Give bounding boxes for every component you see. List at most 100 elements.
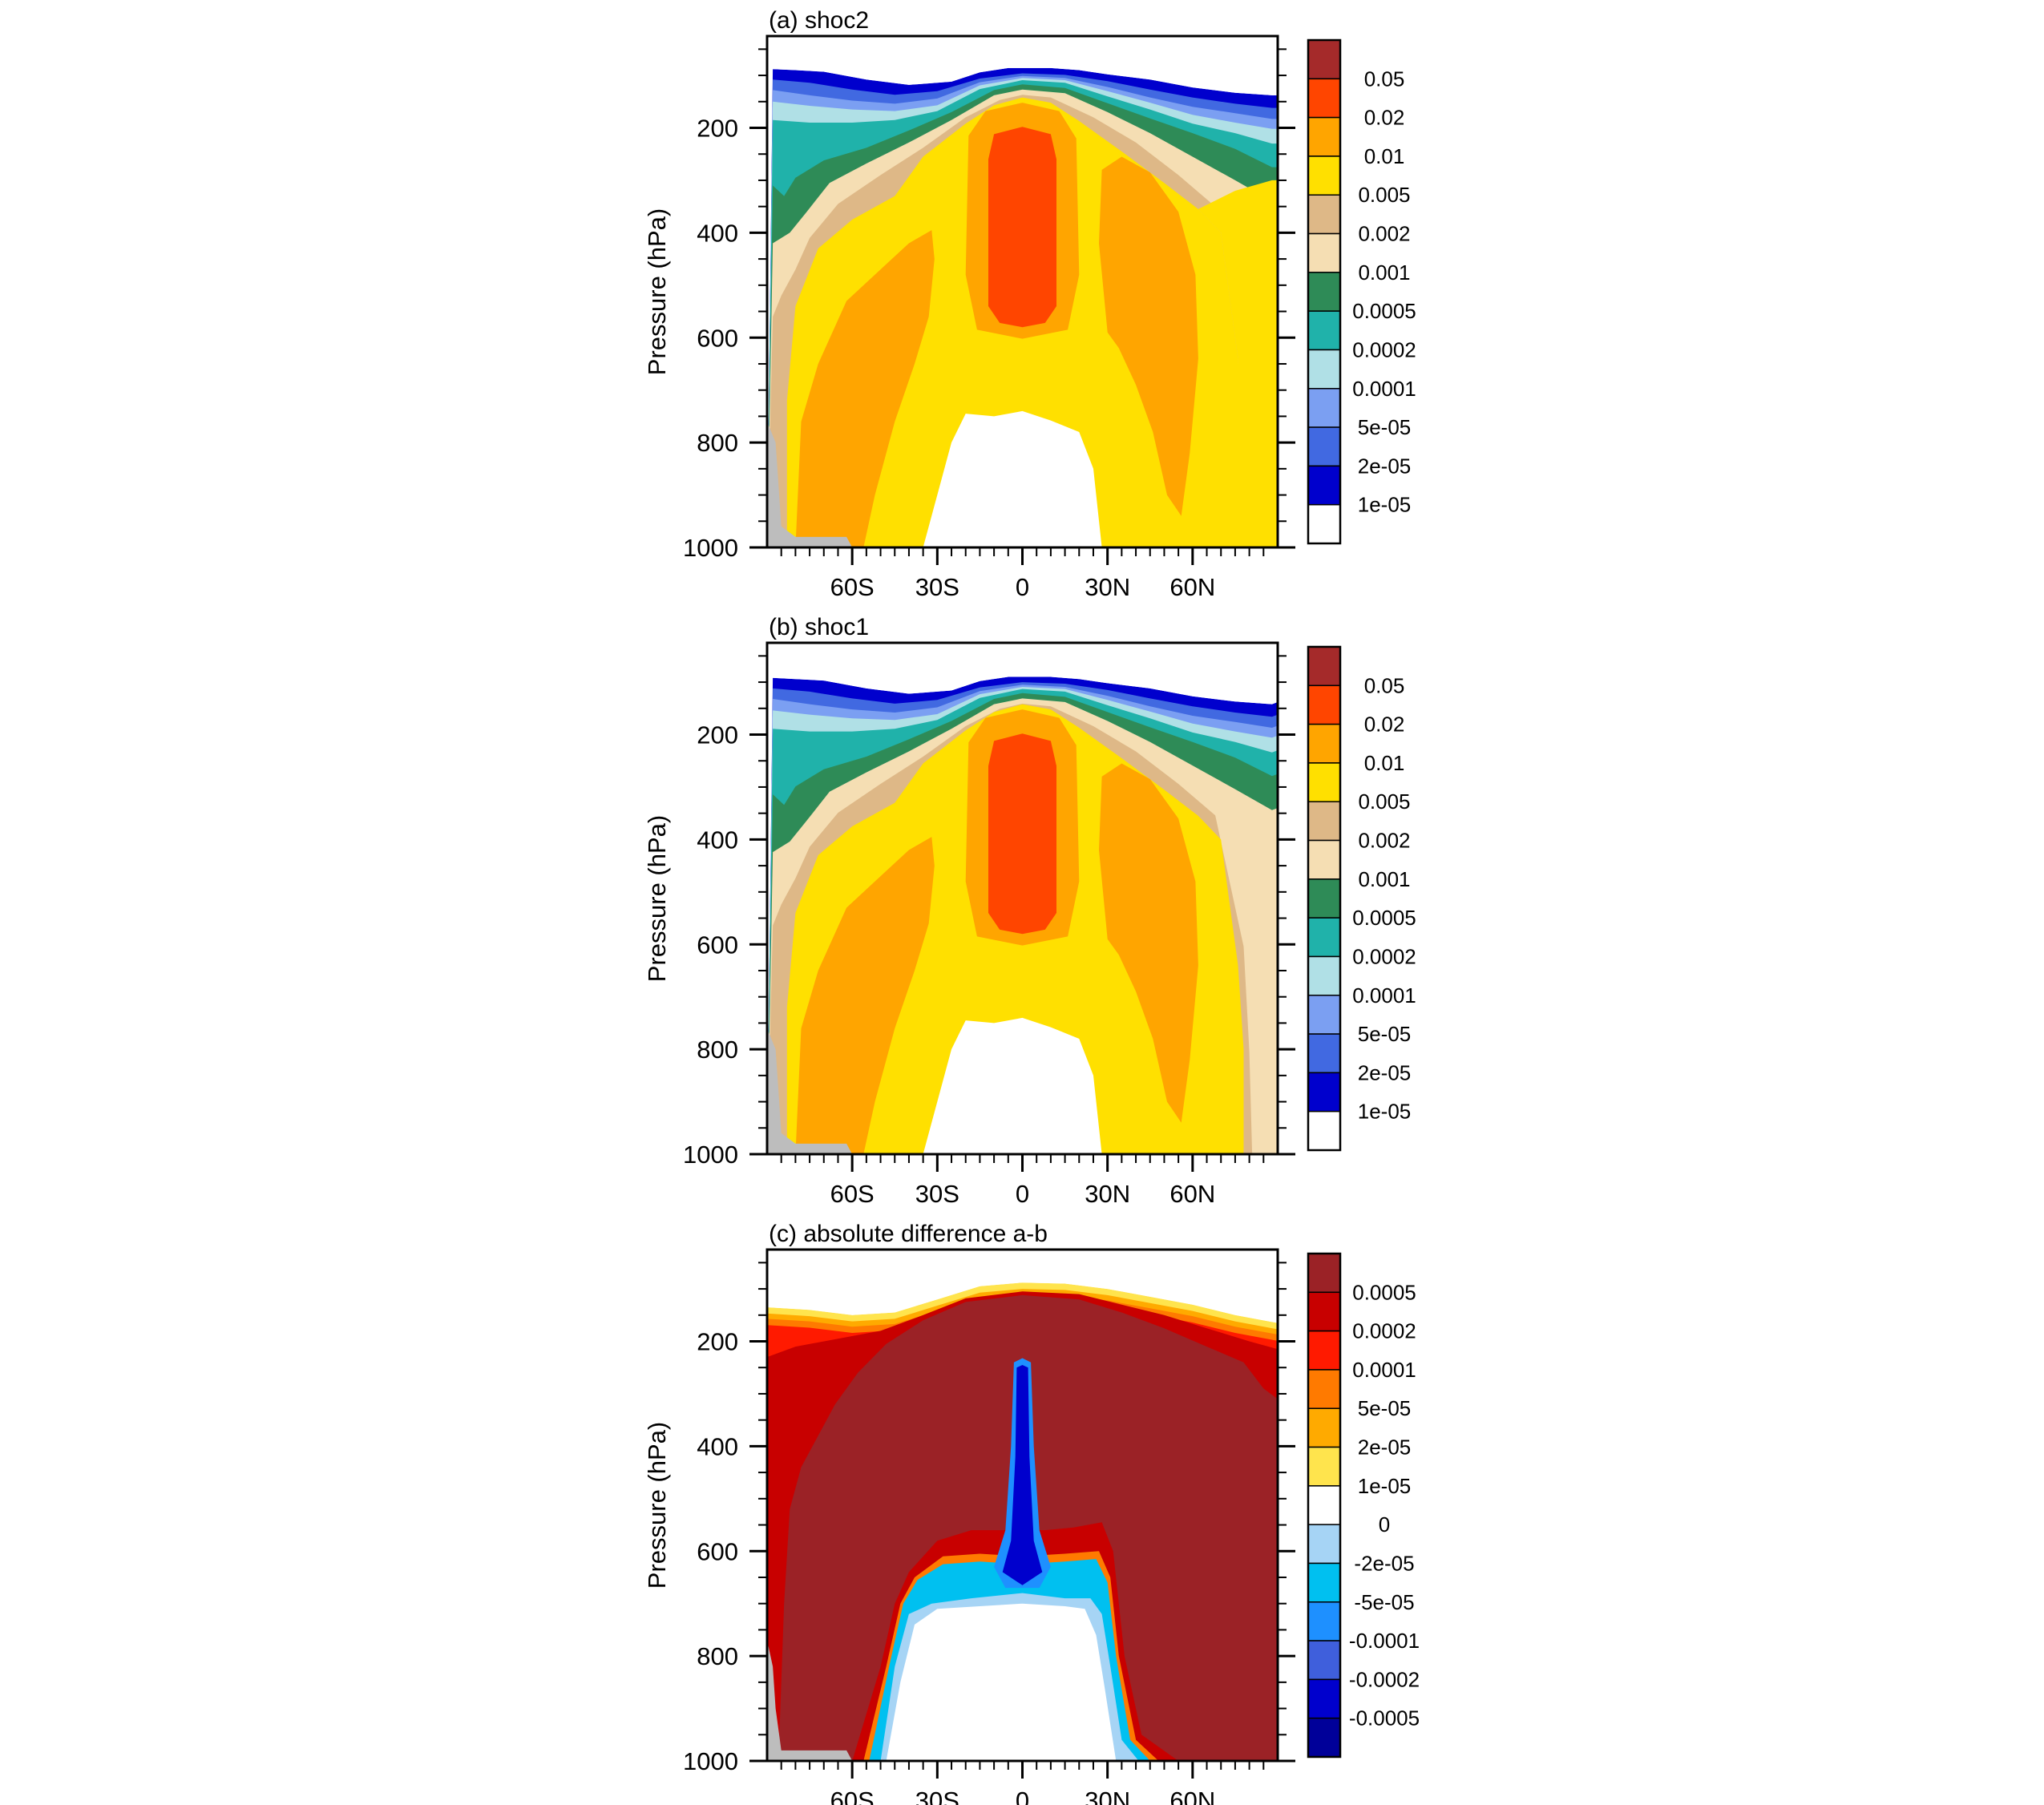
colorbar-label: 0.02 [1364, 106, 1405, 130]
colorbar-box [1307, 1110, 1341, 1151]
colorbar-box [1307, 839, 1341, 880]
colorbar-box [1307, 878, 1341, 919]
x-tick-label: 30N [1085, 1180, 1130, 1208]
field-2 [767, 1250, 1278, 1761]
colorbar-box [1307, 1330, 1341, 1371]
y-tick-label: 1000 [683, 1747, 738, 1775]
colorbar-box [1307, 465, 1341, 506]
colorbar-box [1307, 388, 1341, 428]
colorbar-box [1307, 1407, 1341, 1448]
panel-0: (a) shoc2 Pressure (hPa) 200 400 600 800 1000 6… [643, 7, 1416, 601]
colorbar-label: -0.0005 [1349, 1706, 1420, 1730]
colorbar-box [1307, 1678, 1341, 1719]
y-tick-label: 800 [697, 1642, 738, 1670]
colorbar-box [1307, 39, 1341, 80]
colorbar-label: 2e-05 [1358, 1436, 1412, 1460]
colorbar-label: -2e-05 [1354, 1551, 1414, 1575]
y-tick-label: 800 [697, 429, 738, 457]
colorbar-label: 0.0001 [1352, 377, 1416, 401]
x-tick-label: 60N [1169, 573, 1215, 601]
colorbar-label: 0.001 [1358, 867, 1410, 891]
contour-fill-0.02-core [988, 127, 1056, 328]
colorbar-box [1307, 684, 1341, 725]
colorbar-box [1307, 272, 1341, 312]
y-tick-label: 1000 [683, 1141, 738, 1169]
colorbar-label: 0.0001 [1352, 983, 1416, 1007]
colorbar-box [1307, 1562, 1341, 1603]
colorbar-box [1307, 1033, 1341, 1074]
y-axis-label: Pressure (hPa) [643, 208, 671, 375]
contour-fill-0.01-right [1099, 763, 1198, 1123]
colorbar-label: 0.002 [1358, 829, 1410, 853]
x-tick-label: 30N [1085, 573, 1130, 601]
y-tick-label: 200 [697, 115, 738, 143]
field-0 [767, 36, 1278, 547]
x-tick-label: 60N [1169, 1787, 1215, 1805]
colorbar-label: 0.005 [1358, 183, 1410, 207]
colorbar-label: 1e-05 [1358, 1100, 1412, 1124]
y-tick-label: 600 [697, 1537, 738, 1565]
y-tick-label: 800 [697, 1036, 738, 1064]
panel-1: (b) shoc1 Pressure (hPa) 200 400 600 800 1000 6… [643, 614, 1416, 1208]
colorbar-label: 0.0002 [1352, 337, 1416, 361]
contour-fill-0.01-left [795, 230, 935, 547]
terrain-mask [767, 1028, 853, 1154]
colorbar-box [1307, 310, 1341, 351]
terrain-mask [767, 422, 853, 547]
empty-region-dome [923, 410, 1102, 547]
colorbar-box [1307, 1717, 1341, 1758]
colorbar: 0.0005 0.0002 0.0001 5e-05 2e-05 1e-05 0 -2e-05… [1307, 1252, 1420, 1759]
x-tick-label: 0 [1016, 573, 1029, 601]
x-tick-label: 0 [1016, 1787, 1029, 1805]
colorbar-box [1307, 995, 1341, 1035]
colorbar-label: 5e-05 [1358, 1396, 1412, 1420]
panel-title: (a) shoc2 [769, 7, 869, 34]
panel-title: (c) absolute difference a-b [769, 1221, 1048, 1247]
colorbar-label: 1e-05 [1358, 1474, 1412, 1498]
colorbar-box [1307, 1485, 1341, 1525]
colorbar-label: 0.05 [1364, 67, 1405, 91]
colorbar-label: 0.001 [1358, 260, 1410, 285]
colorbar-box [1307, 1072, 1341, 1112]
colorbar-box [1307, 1446, 1341, 1487]
colorbar-box [1307, 1524, 1341, 1565]
panel-title: (b) shoc1 [769, 614, 869, 640]
colorbar-label: 0.0005 [1352, 1280, 1416, 1304]
x-tick-label: 60S [830, 573, 875, 601]
y-tick-label: 200 [697, 1328, 738, 1356]
colorbar-box [1307, 503, 1341, 544]
colorbar-box [1307, 955, 1341, 996]
colorbar-label: 2e-05 [1358, 454, 1412, 478]
colorbar-label: 0.01 [1364, 144, 1405, 168]
colorbar-box [1307, 1369, 1341, 1409]
colorbar-label: 0.05 [1364, 673, 1405, 697]
colorbar-frame [1307, 1252, 1342, 1759]
x-tick-label: 60S [830, 1180, 875, 1208]
colorbar-box [1307, 116, 1341, 157]
empty-region-top [767, 1250, 1278, 1323]
colorbar-label: 0.0001 [1352, 1358, 1416, 1382]
y-axis-label: Pressure (hPa) [643, 1422, 671, 1589]
colorbar-label: 0.0002 [1352, 1319, 1416, 1343]
colorbar-label: 0.002 [1358, 222, 1410, 246]
diff-fill-neg-plume-core [1002, 1365, 1043, 1585]
x-tick-label: 60S [830, 1787, 875, 1805]
colorbar-label: 0.0005 [1352, 906, 1416, 930]
field-1 [767, 643, 1278, 1154]
colorbar-box [1307, 232, 1341, 273]
colorbar-box [1307, 1253, 1341, 1294]
colorbar-label: 0.0002 [1352, 944, 1416, 968]
contour-fill-0.02-core [988, 733, 1056, 935]
x-tick-label: 0 [1016, 1180, 1029, 1208]
terrain-mask [767, 1640, 853, 1761]
panel-2: (c) absolute difference a-b Pressure (hPa… [643, 1221, 1420, 1805]
colorbar-frame [1307, 645, 1342, 1152]
colorbar-label: 2e-05 [1358, 1060, 1412, 1084]
colorbar-label: 0.0005 [1352, 299, 1416, 323]
colorbar-frame [1307, 38, 1342, 545]
x-tick-label: 30S [915, 1180, 959, 1208]
colorbar: 0.05 0.02 0.01 0.005 0.002 0.001 0.0005 0.0002 0… [1307, 38, 1416, 545]
colorbar-box [1307, 1640, 1341, 1681]
y-axis-label: Pressure (hPa) [643, 815, 671, 982]
